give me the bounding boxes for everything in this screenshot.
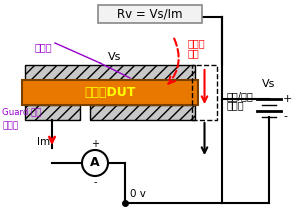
Circle shape [82, 150, 108, 176]
Text: 电流: 电流 [188, 48, 200, 58]
Text: Rv = Vs/Im: Rv = Vs/Im [117, 8, 183, 20]
Bar [25, 105, 80, 120]
Text: 漏电流: 漏电流 [227, 100, 244, 110]
Bar [22, 80, 198, 105]
Text: Vs: Vs [262, 79, 276, 89]
Text: Guard 电极: Guard 电极 [2, 107, 41, 116]
Text: Vs: Vs [108, 52, 122, 62]
Text: 主电极: 主电极 [2, 122, 18, 130]
FancyArrowPatch shape [168, 39, 179, 84]
Text: 被测件DUT: 被测件DUT [84, 86, 136, 99]
Text: -: - [283, 111, 287, 121]
Text: 0 v: 0 v [130, 189, 146, 199]
Bar [25, 65, 195, 80]
Text: 体电阰: 体电阰 [188, 38, 206, 48]
Bar [192, 65, 217, 120]
Text: Im: Im [37, 137, 50, 147]
Bar [90, 105, 195, 120]
Text: -: - [93, 177, 97, 187]
Text: A: A [90, 156, 100, 169]
Text: +: + [283, 94, 292, 104]
Text: +: + [91, 139, 99, 149]
Bar [98, 5, 202, 23]
Text: 表面/侧面: 表面/侧面 [227, 91, 254, 101]
Text: 上电极: 上电极 [35, 42, 52, 52]
